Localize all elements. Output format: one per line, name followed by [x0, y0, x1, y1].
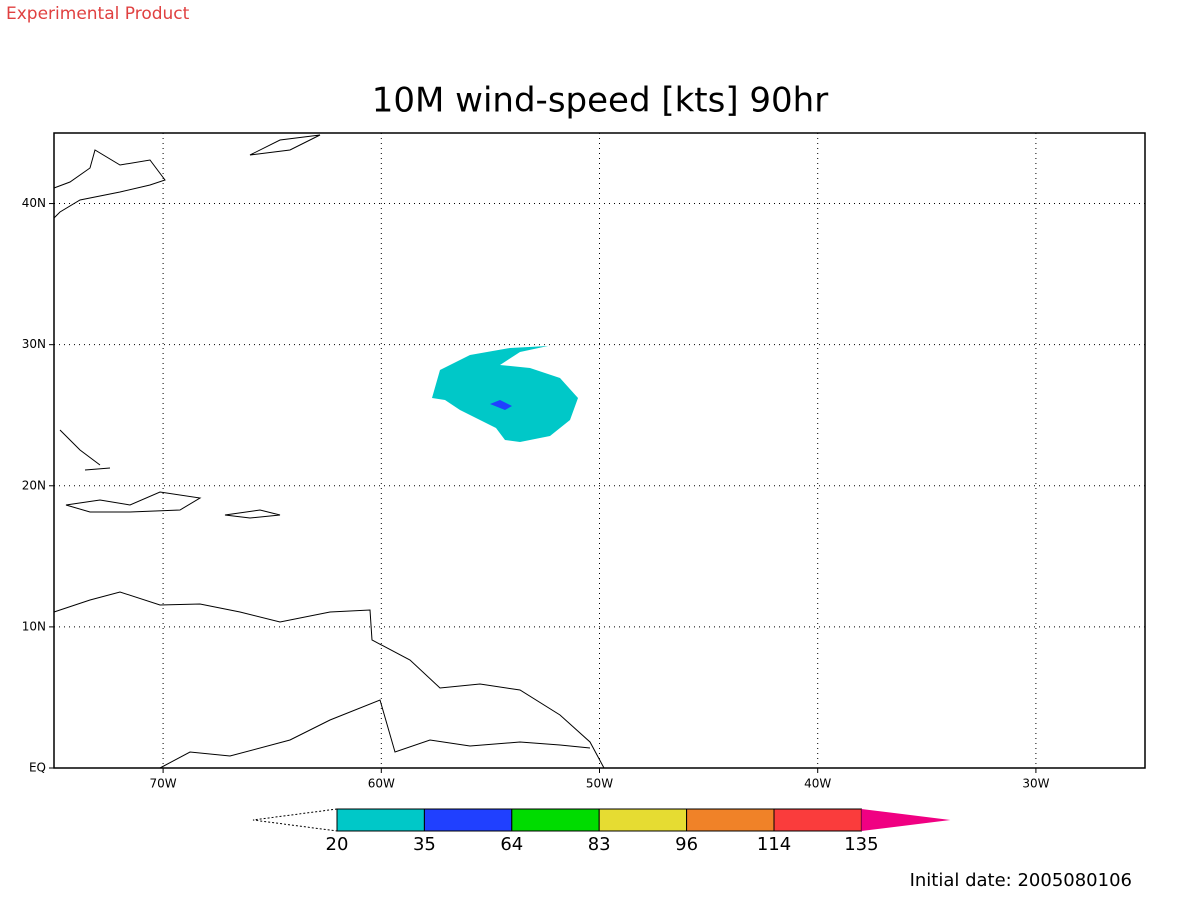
wind-shading [432, 346, 578, 442]
colorbar-label: 20 [326, 834, 349, 855]
coastline [53, 134, 321, 219]
colorbar-swatch [336, 808, 425, 832]
title: 10M wind-speed [kts] 90hr [372, 81, 828, 121]
colorbar-high-end [861, 809, 951, 831]
stamp: Experimental Product [6, 4, 190, 24]
map-frame [53, 132, 1146, 769]
x-tick-label: 40W [804, 777, 831, 791]
initial-date: Initial date: 2005080106 [910, 870, 1132, 891]
coastline [53, 591, 605, 769]
y-tick-label: EQ [29, 761, 46, 775]
x-tick-label: 50W [586, 777, 613, 791]
y-tick-label: 40N [22, 196, 46, 210]
colorbar-label: 114 [757, 834, 791, 855]
colorbar-swatch [686, 808, 775, 832]
y-tick-label: 20N [22, 478, 46, 492]
colorbar-swatch [773, 808, 862, 832]
colorbar-label: 96 [675, 834, 698, 855]
x-tick-label: 60W [368, 777, 395, 791]
y-tick-label: 30N [22, 337, 46, 351]
colorbar-label: 35 [413, 834, 436, 855]
colorbar-label: 64 [500, 834, 523, 855]
colorbar-low-end [252, 808, 338, 832]
map [53, 134, 605, 769]
colorbar-swatch [598, 808, 688, 832]
coastline [59, 429, 281, 519]
colorbar-label: 135 [844, 834, 878, 855]
colorbar-label: 83 [588, 834, 611, 855]
colorbar-swatch [511, 808, 600, 832]
x-tick-label: 30W [1022, 777, 1049, 791]
colorbar-swatch [423, 808, 513, 832]
y-tick-label: 10N [22, 619, 46, 633]
wind-shading [490, 400, 512, 410]
x-tick-label: 70W [150, 777, 177, 791]
